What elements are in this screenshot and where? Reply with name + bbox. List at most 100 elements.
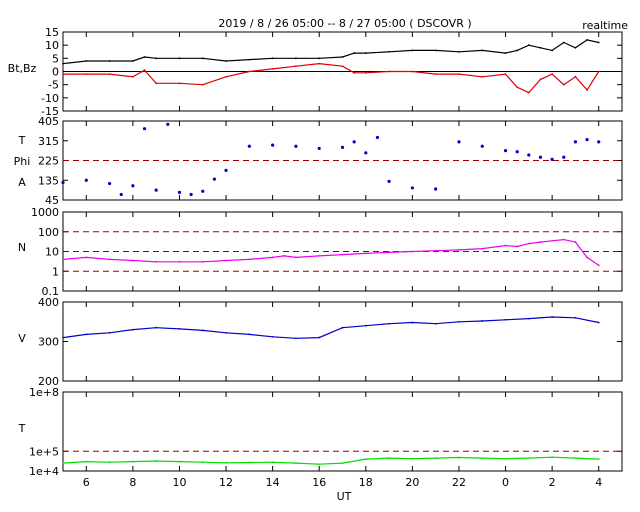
series-t xyxy=(62,456,600,466)
data-point xyxy=(248,258,251,261)
data-point xyxy=(143,56,146,58)
y-axis-label: A xyxy=(18,176,26,189)
x-tick-label: 20 xyxy=(405,476,419,489)
data-point xyxy=(318,254,321,257)
data-point xyxy=(143,69,146,72)
data-point xyxy=(364,71,367,74)
x-tick-label: 16 xyxy=(312,476,326,489)
data-point xyxy=(551,456,554,459)
x-tick-label: 2 xyxy=(549,476,556,489)
data-point xyxy=(375,135,380,140)
data-point xyxy=(271,57,274,60)
data-point xyxy=(62,62,64,65)
data-point xyxy=(155,326,158,329)
y-axis-label: V xyxy=(18,332,26,345)
data-point xyxy=(527,91,530,94)
data-point xyxy=(434,322,437,325)
data-point xyxy=(318,57,321,60)
data-point xyxy=(562,238,565,241)
panel-frame xyxy=(62,301,623,382)
data-point xyxy=(201,329,204,332)
data-point xyxy=(388,322,390,325)
data-point xyxy=(142,127,147,131)
data-point xyxy=(341,56,344,58)
y-tick-label: 1000 xyxy=(31,206,59,219)
data-point xyxy=(574,457,577,459)
data-point xyxy=(504,52,507,54)
data-point xyxy=(155,260,158,263)
y-tick-label: 0.1 xyxy=(42,285,60,298)
data-point xyxy=(586,39,588,41)
series-bt xyxy=(62,39,600,65)
data-point xyxy=(364,151,368,155)
series-v xyxy=(62,316,600,340)
data-point xyxy=(352,140,356,144)
y-tick-label: 1e+5 xyxy=(29,445,59,458)
data-point xyxy=(481,457,484,459)
data-point xyxy=(586,89,588,91)
data-point xyxy=(597,321,600,324)
data-point xyxy=(201,189,205,193)
data-point xyxy=(527,44,530,47)
y-axis-label: T xyxy=(18,422,26,435)
data-point xyxy=(271,67,274,70)
data-point xyxy=(119,192,123,197)
data-point xyxy=(283,254,286,257)
data-point xyxy=(341,65,344,68)
panel-v: 400 300 200 V xyxy=(18,296,623,388)
data-point xyxy=(458,73,460,76)
data-point xyxy=(457,140,461,144)
data-point xyxy=(388,457,390,459)
data-point xyxy=(574,241,577,243)
data-point xyxy=(271,335,274,338)
data-point xyxy=(434,49,437,52)
x-tick-label: 10 xyxy=(172,476,186,489)
data-point xyxy=(353,71,356,74)
data-point xyxy=(434,73,437,76)
data-point xyxy=(131,259,134,262)
data-point xyxy=(516,86,519,89)
data-point xyxy=(178,82,181,85)
data-point xyxy=(108,461,111,464)
y-axis-label: Phi xyxy=(14,155,31,168)
y-tick-label: 315 xyxy=(38,135,59,148)
y-tick-label: 400 xyxy=(38,296,59,309)
data-point xyxy=(225,259,227,262)
y-tick-label: 1e+4 xyxy=(29,465,59,478)
y-tick-label: -10 xyxy=(41,92,59,105)
y-tick-label: 135 xyxy=(38,174,59,187)
data-point xyxy=(340,145,345,149)
data-point xyxy=(515,150,519,154)
series-phi xyxy=(61,122,601,197)
data-point xyxy=(527,317,530,320)
data-point xyxy=(341,326,344,329)
series-line xyxy=(62,238,600,266)
data-point xyxy=(271,461,274,464)
data-point xyxy=(294,144,298,148)
data-point xyxy=(597,458,600,461)
data-point xyxy=(388,251,390,254)
data-point xyxy=(550,157,554,162)
data-point xyxy=(411,49,414,52)
data-point xyxy=(271,256,274,259)
data-point xyxy=(458,249,460,251)
data-point xyxy=(574,316,577,319)
panels: 151050-5-10-15Bt,Bz40531522513545TPhiA10… xyxy=(8,26,623,478)
y-tick-label: -5 xyxy=(48,79,59,92)
x-tick-label: 4 xyxy=(595,476,602,489)
y-axis-label: Bt,Bz xyxy=(8,62,37,75)
data-point xyxy=(318,62,321,65)
y-tick-label: 10 xyxy=(45,246,59,259)
data-point xyxy=(178,327,181,330)
data-point xyxy=(131,75,134,78)
data-point xyxy=(481,247,484,250)
data-point xyxy=(562,83,565,86)
data-point xyxy=(178,460,181,463)
data-point xyxy=(573,140,578,144)
y-tick-label: 405 xyxy=(38,115,59,128)
data-point xyxy=(248,58,251,61)
data-point xyxy=(108,258,111,261)
y-axis-label: T xyxy=(18,134,26,147)
data-point xyxy=(353,52,356,54)
panel-n: 1000 100 10 1 0.1 N xyxy=(18,206,623,298)
